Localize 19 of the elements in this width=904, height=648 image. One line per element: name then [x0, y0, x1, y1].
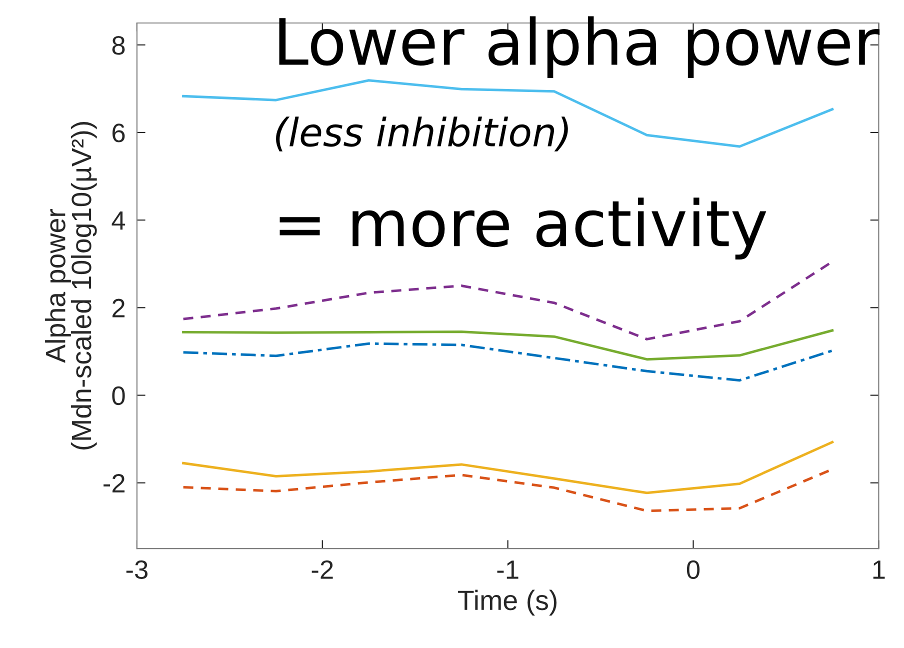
- line-series: [182, 440, 834, 494]
- annotation: (less inhibition): [276, 116, 568, 152]
- y-axis-title: Alpha power (Mdn-scaled 10log10(µV²)): [45, 122, 97, 450]
- x-tick-label: -1: [497, 560, 518, 579]
- line-series: [182, 342, 834, 382]
- y-tick-label: -2: [104, 474, 125, 492]
- y-tick-label: 4: [112, 211, 126, 230]
- annotation: = more activity: [280, 198, 766, 260]
- y-tick-label: 0: [112, 386, 125, 406]
- line-series: [182, 329, 834, 361]
- y-tick-label: 8: [112, 36, 125, 55]
- y-tick-label: 6: [112, 124, 125, 142]
- x-axis-title: Time (s): [458, 590, 556, 616]
- annotation: Lower alpha power: [279, 16, 880, 78]
- x-tick-label: -2: [312, 560, 333, 579]
- y-tick-label: 2: [112, 298, 125, 318]
- x-tick-label: 0: [686, 560, 700, 580]
- x-tick-label: 1: [873, 560, 885, 579]
- x-tick-label: -3: [126, 560, 148, 580]
